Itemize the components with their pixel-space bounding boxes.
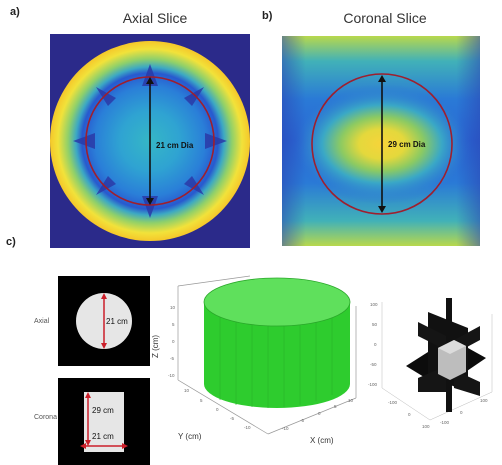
coronal-diameter-label: 29 cm Dia [388,140,426,149]
svg-text:0: 0 [374,342,377,347]
axial-mask-measure: 21 cm [106,317,128,326]
y-tick: 5 [200,398,203,403]
slice-wings [418,322,480,396]
orthogonal-slices-plot: 100 50 0 -50 -100 -100 0 100 -100 0 100 [368,298,493,429]
coronal-mask-height-heads [85,392,91,446]
z-tick: 0 [172,339,175,344]
cylinder-body [203,277,351,408]
axial-slice-image [50,34,250,248]
svg-text:-100: -100 [368,382,378,387]
svg-text:100: 100 [422,424,430,429]
svg-text:50: 50 [372,322,378,327]
svg-text:-100: -100 [388,400,398,405]
panel-b-letter: b) [262,10,273,22]
coronal-slice-image [282,36,480,246]
slice-volume-top [438,340,466,354]
svg-text:100: 100 [370,302,378,307]
panel-c-letter: c) [6,236,16,248]
coronal-mask-image [58,378,150,465]
cylinder-3d-plot: 10 5 0 -5 -10 10 5 0 -5 -10 -10 -5 0 5 1… [151,275,357,445]
slices-tick-labels: 100 50 0 -50 -100 -100 0 100 -100 0 100 [368,302,488,429]
y-axis-label: Y (cm) [178,432,202,441]
x-tick: 0 [318,411,321,416]
axial-mask-arrow-heads [101,293,107,349]
svg-text:0: 0 [408,412,411,417]
y-tick: 0 [216,407,219,412]
panel-a-letter: a) [10,6,20,18]
mask-coronal-label: Corona [34,414,57,421]
z-tick: 5 [172,322,175,327]
axial-mask-image [58,276,150,366]
z-tick: 10 [170,305,176,310]
coronal-mask-width: 21 cm [92,432,114,441]
y-tick: -5 [230,416,234,421]
coronal-mask-rect [84,392,124,452]
x-tick: -10 [282,426,289,431]
z-axis-label: Z (cm) [151,335,160,358]
axial-diameter-label: 21 cm Dia [156,141,194,150]
y-tick: -10 [244,425,251,430]
coronal-region-circle [311,73,453,215]
coronal-mask-height: 29 cm [92,406,114,415]
svg-text:100: 100 [480,398,488,403]
y-tick: 10 [184,388,190,393]
coronal-mask-width-heads [80,443,128,449]
svg-text:-50: -50 [370,362,377,367]
svg-text:0: 0 [460,410,463,415]
x-tick: -5 [300,418,304,423]
panel-a-title: Axial Slice [122,10,188,26]
mask-axial-label: Axial [34,318,50,325]
axial-lobe-pattern [73,64,227,218]
z-tick: -5 [170,356,174,361]
slices-axes-box [381,302,493,421]
plot3d-axes-box [177,275,357,435]
svg-text:-100: -100 [440,420,450,425]
panel-b-title: Coronal Slice [343,10,427,26]
x-tick: 10 [348,398,354,403]
x-tick: 5 [334,404,337,409]
z-tick: -10 [168,373,175,378]
x-axis-label: X (cm) [310,436,334,445]
